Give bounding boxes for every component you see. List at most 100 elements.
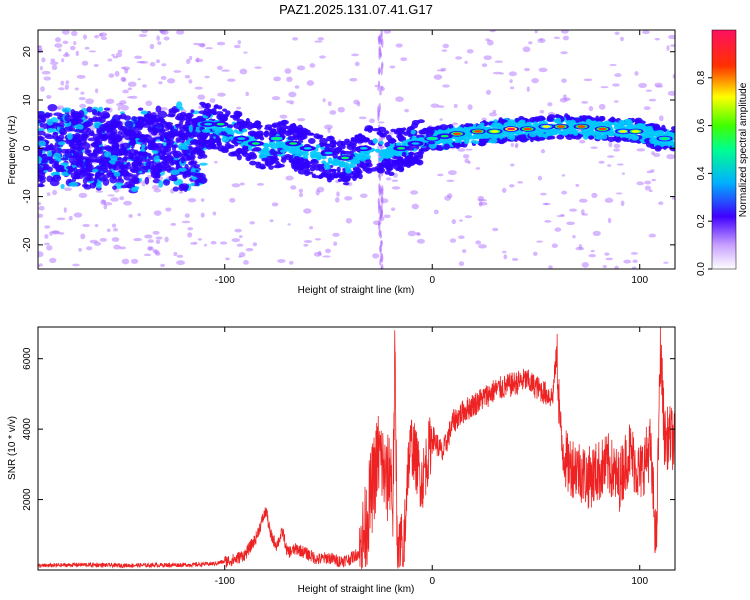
spectrogram-cell xyxy=(648,233,656,238)
spectrogram-cell xyxy=(41,70,51,75)
spectrogram-cell xyxy=(490,123,499,128)
spectrogram-cell xyxy=(78,97,86,101)
spectrogram-cell xyxy=(481,138,489,144)
spectrogram-cell xyxy=(380,85,383,91)
spectrogram-cell xyxy=(103,204,108,210)
spectrogram-cell xyxy=(377,68,381,75)
spectrogram-cell xyxy=(277,259,286,263)
spectrogram-cell xyxy=(457,148,466,152)
spectrogram-cell xyxy=(182,172,192,178)
spectrogram-cell xyxy=(248,153,258,160)
spectrogram-cell xyxy=(163,131,169,139)
spectrogram-cell xyxy=(583,78,593,82)
spectrogram-cell xyxy=(478,201,488,206)
spectrogram-cell xyxy=(488,112,498,117)
spectrogram-cell xyxy=(453,103,458,109)
spectrogram-cell xyxy=(544,219,552,223)
spectrogram-cell xyxy=(672,74,675,79)
spectrogram-cell xyxy=(194,86,203,90)
spectrogram-cell xyxy=(613,143,621,149)
spectrogram-cell xyxy=(98,161,107,167)
spectrogram-cell xyxy=(174,123,182,127)
spectrogram-cell xyxy=(417,119,425,124)
spectrogram-cell xyxy=(109,155,118,161)
spectrogram-cell xyxy=(317,174,324,180)
spectrogram-y-ticks: 20 10 0 -10 -20 xyxy=(22,46,675,252)
spectrogram-cell xyxy=(225,257,230,261)
spectrogram-cell xyxy=(336,191,340,197)
spectrogram-cell xyxy=(50,58,56,63)
spectrogram-cell xyxy=(319,55,326,59)
spectrogram-cell xyxy=(52,189,58,196)
spectrogram-cell xyxy=(142,84,147,88)
spectrogram-cell xyxy=(361,138,370,143)
spectrogram-cell xyxy=(386,134,392,141)
spectrogram-cell xyxy=(410,129,416,135)
spectrogram-cell xyxy=(216,113,224,120)
spectrogram-cell xyxy=(376,131,383,135)
spectrogram-cell xyxy=(372,138,378,144)
spectrogram-cell xyxy=(46,175,53,183)
spectrogram-cell xyxy=(634,117,643,124)
spectrogram-cell xyxy=(56,105,65,110)
spectrogram-cell xyxy=(479,122,485,127)
spectrogram-cell xyxy=(216,122,225,126)
spectrogram-cell xyxy=(333,241,338,246)
spectrogram-cell xyxy=(295,128,301,132)
spectrogram-cell xyxy=(563,94,567,99)
spectrogram-cell xyxy=(71,162,81,166)
spectrogram-cell xyxy=(38,148,43,156)
spectrogram-cell xyxy=(209,98,216,103)
spectrogram-cell xyxy=(501,187,507,193)
spectrogram-cell xyxy=(296,65,306,71)
spectrogram-frame xyxy=(37,29,676,270)
spectrogram-cell xyxy=(455,56,463,60)
spectrogram-cell xyxy=(119,163,126,171)
spectrogram-cell xyxy=(127,87,133,91)
spectrogram-cell xyxy=(404,108,409,113)
spectrogram-cell xyxy=(39,66,43,71)
spectrogram-cell xyxy=(351,53,360,57)
spectrogram-cell xyxy=(169,160,175,166)
spectrogram-cell xyxy=(670,126,675,131)
snr-series-line xyxy=(38,327,675,570)
spectrogram-cell xyxy=(475,167,481,170)
spectrogram-cell xyxy=(325,248,331,254)
spectrogram-cell xyxy=(351,170,361,174)
spectrogram-cell xyxy=(115,160,121,166)
spectrogram-cell xyxy=(379,140,384,145)
spectrogram-cell xyxy=(614,73,622,78)
spectrogram-cell xyxy=(540,149,546,154)
spectrogram-cell xyxy=(144,234,153,239)
spectrogram-cell xyxy=(660,137,669,140)
spectrogram-cell xyxy=(168,109,176,118)
spectrogram-cell xyxy=(53,160,60,166)
spectrogram-cell xyxy=(139,61,149,64)
spectrogram-cell xyxy=(386,166,392,172)
spectrogram-cell xyxy=(331,141,338,145)
spectrogram-cell xyxy=(447,193,453,199)
spectrogram-cell xyxy=(344,196,353,201)
spectrogram-cell xyxy=(51,230,60,235)
spectrogram-cell xyxy=(100,111,110,119)
spectrogram-cell xyxy=(121,142,131,149)
spectrogram-cell xyxy=(63,207,67,213)
spectrogram-cell xyxy=(309,226,314,230)
spectrogram-cell xyxy=(406,145,415,151)
spectrogram-cell xyxy=(116,102,124,107)
spectrogram-cell xyxy=(238,255,242,258)
spectrogram-cell xyxy=(330,144,337,148)
spectrogram-cell xyxy=(110,197,119,202)
spectrogram-cell xyxy=(669,44,675,47)
spectrogram-cell xyxy=(547,135,556,140)
spectrogram-cell xyxy=(69,45,76,51)
spectrogram-cell xyxy=(638,82,648,88)
spectrogram-cell xyxy=(204,75,210,79)
y-tick-label: 0 xyxy=(22,145,33,151)
spectrogram-cell xyxy=(176,30,185,35)
spectrogram-cell xyxy=(351,145,358,152)
spectrogram-cell xyxy=(86,106,93,113)
spectrogram-cell xyxy=(124,120,134,128)
spectrogram-cell xyxy=(561,78,567,83)
